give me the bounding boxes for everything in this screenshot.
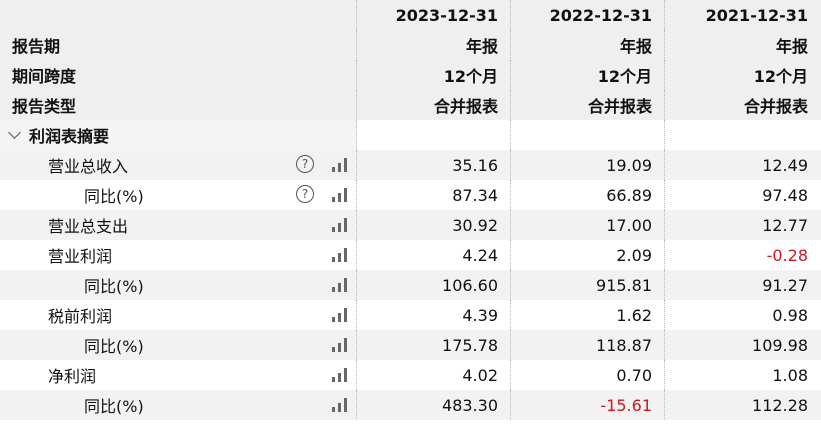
value-cell: 66.89 — [511, 180, 665, 210]
header-row: 报告类型 合并报表 合并报表 合并报表 — [0, 90, 821, 120]
help-icon[interactable]: ? — [296, 155, 314, 173]
value-cell: 175.78 — [357, 330, 511, 360]
row-label-cell: 同比(%) — [0, 270, 357, 300]
value-cell: 12.77 — [762, 215, 808, 235]
header-value: 12个月 — [357, 60, 511, 90]
header-row: 报告期 年报 年报 年报 — [0, 30, 821, 60]
header-label: 期间跨度 — [0, 60, 357, 90]
table-row: 同比(%) 483.30 -15.61 112.28 — [0, 390, 821, 420]
value-cell: 4.39 — [357, 300, 511, 330]
row-label-cell: 净利润 — [0, 360, 357, 390]
table-row: 营业利润 4.24 2.09 -0.28 — [0, 240, 821, 270]
value-cell: 91.27 — [762, 275, 808, 295]
row-label-cell: 营业利润 — [0, 240, 357, 270]
section-row[interactable]: 利润表摘要 — [0, 120, 821, 150]
table-row: 营业总收入? 35.16 19.09 12.49 — [0, 150, 821, 180]
value-cell: 0.70 — [511, 360, 665, 390]
bar-chart-icon[interactable] — [332, 338, 348, 352]
value-cell: 106.60 — [357, 270, 511, 300]
table-row: 税前利润 4.39 1.62 0.98 — [0, 300, 821, 330]
row-label-cell: 同比(%) — [0, 390, 357, 420]
empty-cell — [357, 120, 511, 150]
row-label-cell: 同比(%)? — [0, 180, 357, 210]
value-cell: 0.98 — [772, 305, 808, 325]
header-value: 12个月 — [511, 60, 665, 90]
value-cell: 915.81 — [511, 270, 665, 300]
column-date-header[interactable]: 2023-12-31 — [357, 0, 511, 30]
row-label-cell: 同比(%) — [0, 330, 357, 360]
value-cell: 35.16 — [357, 150, 511, 180]
header-label: 报告类型 — [0, 90, 357, 120]
value-cell: 4.02 — [357, 360, 511, 390]
value-cell: 87.34 — [357, 180, 511, 210]
row-label: 同比(%) — [84, 187, 144, 206]
header-date-row: 2023-12-31 2022-12-31 2021-12-31 — [0, 0, 821, 30]
value-cell: 118.87 — [511, 330, 665, 360]
table-row: 净利润 4.02 0.70 1.08 — [0, 360, 821, 390]
bar-chart-icon[interactable] — [332, 248, 348, 262]
header-value: 合并报表 — [743, 97, 808, 116]
empty-cell — [511, 120, 665, 150]
value-cell: 112.28 — [752, 395, 808, 415]
section-label: 利润表摘要 — [29, 127, 110, 146]
value-cell: -15.61 — [511, 390, 665, 420]
column-date-header[interactable]: 2021-12-31 — [705, 5, 808, 25]
value-cell: 1.62 — [511, 300, 665, 330]
bar-chart-icon[interactable] — [332, 278, 348, 292]
row-label-cell: 税前利润 — [0, 300, 357, 330]
section-toggle[interactable]: 利润表摘要 — [0, 120, 357, 150]
chevron-down-icon[interactable] — [8, 126, 21, 139]
header-corner — [0, 0, 357, 30]
bar-chart-icon[interactable] — [332, 158, 348, 172]
header-value: 年报 — [775, 37, 808, 56]
row-label-cell: 营业总支出 — [0, 210, 357, 240]
table-row: 营业总支出 30.92 17.00 12.77 — [0, 210, 821, 240]
header-value: 合并报表 — [511, 90, 665, 120]
row-label: 同比(%) — [84, 277, 144, 296]
bar-chart-icon[interactable] — [332, 398, 348, 412]
help-icon[interactable]: ? — [296, 185, 314, 203]
value-cell: 17.00 — [511, 210, 665, 240]
value-cell: 109.98 — [752, 335, 808, 355]
bar-chart-icon[interactable] — [332, 308, 348, 322]
header-value: 12个月 — [753, 67, 808, 86]
table-row: 同比(%) 106.60 915.81 91.27 — [0, 270, 821, 300]
header-value: 合并报表 — [357, 90, 511, 120]
value-cell: 2.09 — [511, 240, 665, 270]
header-label: 报告期 — [0, 30, 357, 60]
bar-chart-icon[interactable] — [332, 218, 348, 232]
empty-cell — [665, 120, 820, 150]
bar-chart-icon[interactable] — [332, 368, 348, 382]
value-cell: 12.49 — [762, 155, 808, 175]
value-cell: 19.09 — [511, 150, 665, 180]
row-label: 营业总收入 — [48, 157, 129, 176]
value-cell: 1.08 — [772, 365, 808, 385]
row-label: 净利润 — [48, 367, 97, 386]
value-cell: 97.48 — [762, 185, 808, 205]
header-row: 期间跨度 12个月 12个月 12个月 — [0, 60, 821, 90]
row-label-cell: 营业总收入? — [0, 150, 357, 180]
row-label: 税前利润 — [48, 307, 113, 326]
row-label: 营业总支出 — [48, 217, 129, 236]
table-row: 同比(%)? 87.34 66.89 97.48 — [0, 180, 821, 210]
column-date-header[interactable]: 2022-12-31 — [511, 0, 665, 30]
value-cell: 4.24 — [357, 240, 511, 270]
bar-chart-icon[interactable] — [332, 188, 348, 202]
table-row: 同比(%) 175.78 118.87 109.98 — [0, 330, 821, 360]
header-value: 年报 — [511, 30, 665, 60]
row-label: 同比(%) — [84, 397, 144, 416]
value-cell: 30.92 — [357, 210, 511, 240]
value-cell: 483.30 — [357, 390, 511, 420]
header-value: 年报 — [357, 30, 511, 60]
value-cell: -0.28 — [766, 245, 808, 265]
row-label: 同比(%) — [84, 337, 144, 356]
row-label: 营业利润 — [48, 247, 113, 266]
